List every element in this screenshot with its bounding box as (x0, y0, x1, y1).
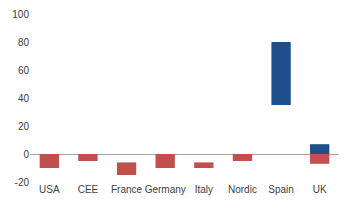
svg-text:USA: USA (39, 184, 60, 195)
svg-text:-20: -20 (15, 177, 30, 188)
svg-text:Italy: Italy (195, 184, 213, 195)
svg-text:Spain: Spain (268, 184, 294, 195)
svg-text:20: 20 (18, 121, 30, 132)
svg-text:80: 80 (18, 37, 30, 48)
svg-text:60: 60 (18, 65, 30, 76)
svg-text:France: France (111, 184, 143, 195)
svg-text:Nordic: Nordic (228, 184, 257, 195)
svg-text:UK: UK (313, 184, 327, 195)
svg-text:100: 100 (12, 9, 29, 20)
svg-text:40: 40 (18, 93, 30, 104)
svg-text:0: 0 (23, 149, 29, 160)
svg-text:Germany: Germany (145, 184, 186, 195)
svg-text:CEE: CEE (78, 184, 99, 195)
